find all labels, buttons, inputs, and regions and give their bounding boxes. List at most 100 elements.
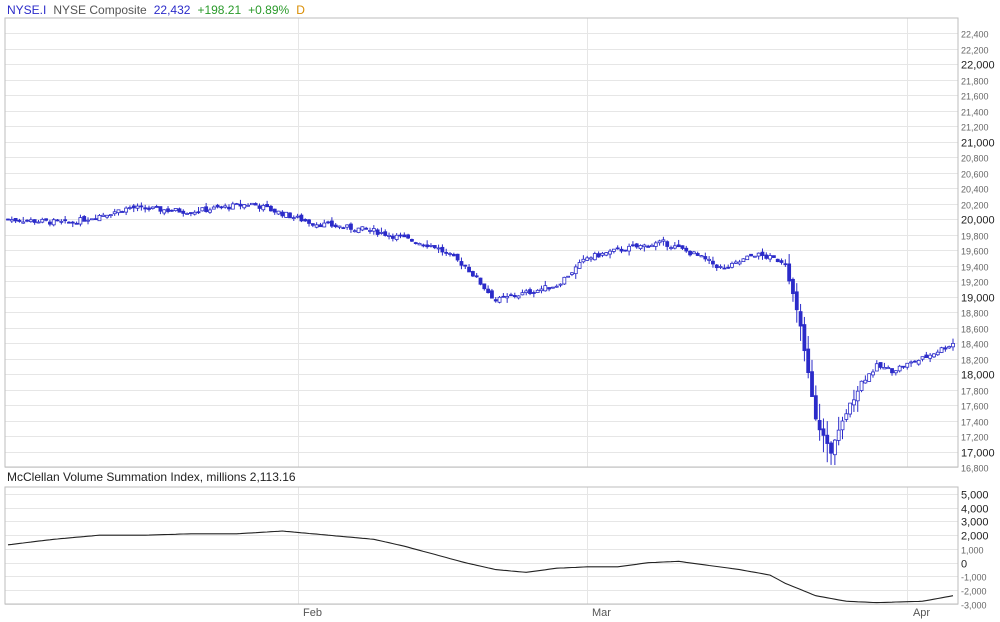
candle-body [646, 245, 651, 248]
candle-body [573, 266, 578, 275]
candle-body [173, 208, 178, 212]
candle-body [924, 354, 929, 358]
instrument-name: NYSE Composite [53, 3, 147, 17]
candle-body [623, 249, 628, 252]
candle-body [890, 368, 894, 374]
candle-body [684, 247, 689, 252]
candle-body [733, 261, 738, 264]
candle-body [871, 371, 875, 376]
price-tick-label: 20,200 [961, 201, 989, 211]
candle-body [543, 285, 548, 292]
candle-body [6, 218, 10, 221]
price-tick-label: 20,600 [961, 170, 989, 180]
candle-body [215, 204, 220, 208]
candle-body [730, 262, 734, 268]
candle-body [101, 214, 106, 217]
candle-body [269, 205, 273, 212]
candle-body [105, 214, 109, 218]
candle-body [299, 214, 304, 222]
candle-body [711, 260, 715, 265]
candle-body [844, 413, 849, 420]
candle-body [699, 255, 704, 258]
candle-body [592, 253, 597, 261]
candle-body [779, 260, 784, 263]
candle-body [703, 256, 708, 260]
candle-body [798, 311, 803, 327]
candle-body [501, 295, 506, 298]
price-axis: 16,800 17,000 17,200 17,400 17,600 17,800 18,0… [961, 30, 995, 474]
candle-body [432, 245, 437, 249]
candle-body [63, 219, 68, 222]
candle-body [821, 428, 826, 436]
candle-body [928, 354, 933, 359]
candle-body [402, 234, 407, 238]
candle-body [516, 295, 521, 299]
candle-body [688, 250, 692, 256]
candle-body [261, 204, 266, 211]
candle-body [410, 238, 414, 242]
candle-body [577, 262, 582, 269]
candle-body [520, 292, 525, 296]
candle-body [897, 365, 902, 372]
candle-body [893, 370, 898, 374]
candle-body [852, 399, 856, 406]
candle-body [257, 205, 262, 209]
candle-body [97, 215, 102, 222]
candle-body [570, 272, 574, 275]
candle-body [128, 207, 132, 209]
candle-body [653, 242, 658, 247]
candle-body [288, 212, 292, 219]
candle-body [752, 255, 757, 258]
candle-body [482, 283, 487, 290]
period-label[interactable]: D [296, 3, 305, 17]
indicator-tick-label: 3,000 [961, 517, 989, 529]
candle-body [112, 211, 117, 215]
price-tick-label: 16,800 [961, 464, 989, 474]
candle-body [166, 208, 170, 212]
price-tick-label: 17,000 [961, 448, 995, 460]
candle-body [82, 216, 87, 222]
candle-body [707, 258, 712, 261]
candle-body [154, 206, 159, 208]
candle-body [909, 361, 913, 364]
candle-body [802, 324, 807, 352]
candle-body [406, 234, 411, 239]
candle-body [440, 246, 445, 253]
candle-body [467, 266, 471, 273]
candle-body [131, 205, 136, 209]
candle-body [280, 211, 285, 217]
price-tick-label: 19,000 [961, 293, 995, 305]
candle-body [322, 222, 327, 228]
candle-body [230, 203, 235, 210]
price-tick-label: 21,600 [961, 92, 989, 102]
candle-body [70, 221, 75, 224]
candle-body [234, 203, 239, 206]
price-change-percent: +0.89% [248, 3, 290, 17]
price-candles [6, 199, 955, 466]
candle-body [448, 253, 452, 255]
indicator-tick-label: -1,000 [961, 573, 987, 583]
candle-body [939, 347, 944, 353]
indicator-panel-frame [4, 486, 959, 605]
candle-body [120, 211, 125, 213]
candle-body [314, 224, 319, 228]
candle-body [611, 248, 616, 252]
candle-body [459, 261, 464, 266]
candle-body [764, 254, 769, 259]
candle-body [596, 253, 601, 258]
candle-body [825, 434, 830, 444]
candle-body [337, 225, 342, 228]
candle-body [318, 224, 323, 228]
candle-body [310, 223, 315, 226]
candle-body [615, 247, 620, 250]
candle-body [951, 343, 955, 348]
price-tick-label: 18,200 [961, 356, 989, 366]
price-tick-label: 17,200 [961, 433, 989, 443]
candle-body [238, 203, 243, 207]
candle-body [242, 204, 247, 209]
symbol-label[interactable]: NYSE.I [7, 3, 47, 17]
candle-body [124, 207, 129, 213]
candle-body [718, 266, 723, 268]
candle-body [356, 227, 361, 233]
